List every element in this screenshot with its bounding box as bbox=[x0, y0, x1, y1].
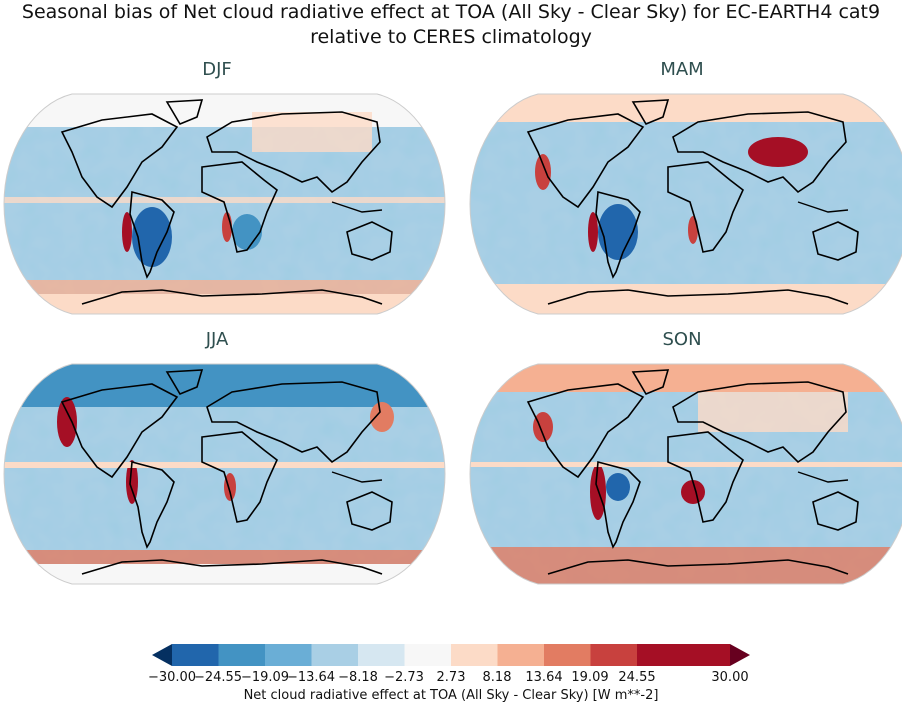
tick-label: 19.09 bbox=[571, 670, 609, 685]
tick-label: 2.73 bbox=[436, 670, 466, 685]
map-djf bbox=[2, 92, 447, 317]
tick-label: 24.55 bbox=[618, 670, 656, 685]
tick-label: 30.00 bbox=[711, 670, 749, 685]
tick-label: 13.64 bbox=[525, 670, 563, 685]
tick-label: −2.73 bbox=[384, 670, 424, 685]
map-son bbox=[468, 362, 902, 587]
figure-title: Seasonal bias of Net cloud radiative eff… bbox=[0, 0, 902, 50]
title-line-2: relative to CERES climatology bbox=[310, 26, 592, 48]
tick-label: 8.18 bbox=[482, 670, 512, 685]
colorbar-ticks: −30.00 −24.55 −19.09 −13.64 −8.18 −2.73 … bbox=[140, 670, 762, 688]
title-line-1: Seasonal bias of Net cloud radiative eff… bbox=[21, 1, 881, 23]
tick-label: −19.09 bbox=[240, 670, 290, 685]
panel-title-mam: MAM bbox=[660, 59, 704, 80]
panel-title-djf: DJF bbox=[202, 59, 232, 80]
map-mam bbox=[468, 92, 902, 317]
colorbar-label: Net cloud radiative effect at TOA (All S… bbox=[243, 688, 659, 703]
tick-label: −8.18 bbox=[338, 670, 378, 685]
tick-label: −30.00 bbox=[147, 670, 197, 685]
map-jja bbox=[2, 362, 447, 587]
tick-label: −13.64 bbox=[286, 670, 336, 685]
colorbar bbox=[152, 644, 750, 666]
tick-label: −24.55 bbox=[193, 670, 243, 685]
panel-title-jja: JJA bbox=[205, 329, 229, 350]
panel-title-son: SON bbox=[662, 329, 702, 350]
